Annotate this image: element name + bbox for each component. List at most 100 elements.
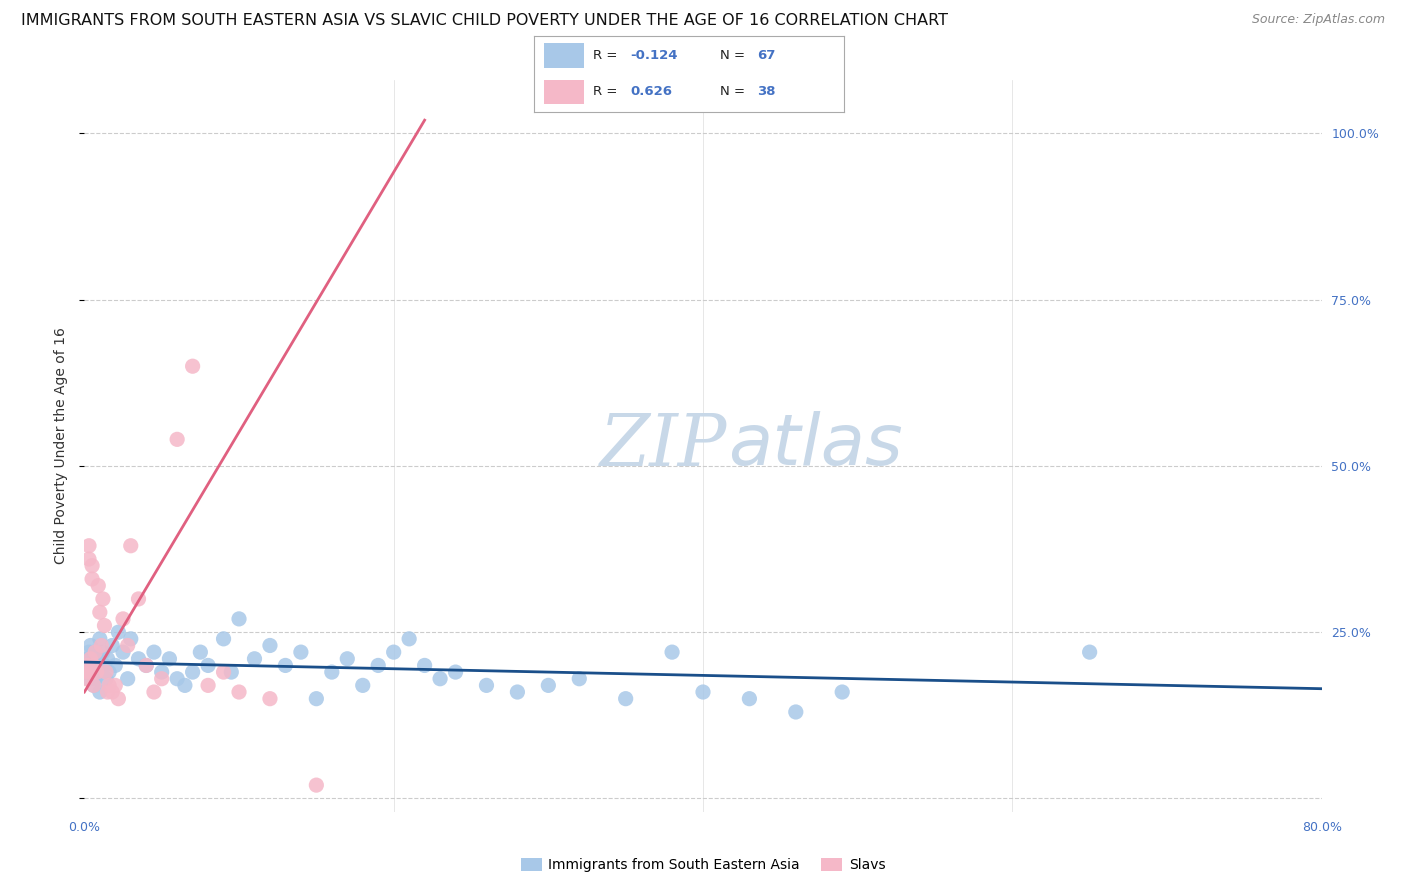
Point xyxy=(305,778,328,792)
Point xyxy=(212,665,235,679)
Point xyxy=(117,672,139,686)
Point xyxy=(259,691,281,706)
Point xyxy=(506,685,529,699)
Point xyxy=(93,658,115,673)
Point xyxy=(76,652,98,666)
Point xyxy=(112,612,135,626)
Point xyxy=(84,672,107,686)
Point xyxy=(738,691,761,706)
Text: Source: ZipAtlas.com: Source: ZipAtlas.com xyxy=(1251,13,1385,27)
Point xyxy=(831,685,853,699)
Point xyxy=(568,672,591,686)
Point xyxy=(290,645,312,659)
Point xyxy=(77,552,100,566)
Point xyxy=(90,639,112,653)
Point xyxy=(83,678,105,692)
Point xyxy=(321,665,343,679)
Point xyxy=(120,539,142,553)
Point xyxy=(143,685,166,699)
Point xyxy=(228,612,250,626)
Point xyxy=(221,665,243,679)
Point xyxy=(82,665,104,679)
Point xyxy=(197,658,219,673)
Point xyxy=(91,591,114,606)
Point xyxy=(90,665,112,679)
Point xyxy=(104,658,127,673)
Point xyxy=(79,665,101,679)
Point xyxy=(181,359,204,374)
Point xyxy=(135,658,157,673)
Point xyxy=(76,658,98,673)
Point xyxy=(475,678,498,692)
Point xyxy=(382,645,405,659)
Point xyxy=(429,672,451,686)
Point xyxy=(413,658,436,673)
Point xyxy=(661,645,683,659)
Point xyxy=(91,645,114,659)
Point xyxy=(89,632,111,646)
Point xyxy=(159,652,181,666)
Point xyxy=(188,645,212,659)
Point xyxy=(166,672,188,686)
Text: IMMIGRANTS FROM SOUTH EASTERN ASIA VS SLAVIC CHILD POVERTY UNDER THE AGE OF 16 C: IMMIGRANTS FROM SOUTH EASTERN ASIA VS SL… xyxy=(21,13,948,29)
Point xyxy=(692,685,714,699)
Point xyxy=(274,658,297,673)
Point xyxy=(166,433,188,447)
Point xyxy=(785,705,807,719)
Point xyxy=(259,639,281,653)
Point xyxy=(135,658,157,673)
Point xyxy=(77,645,100,659)
Point xyxy=(150,665,173,679)
Point xyxy=(87,658,110,673)
Point xyxy=(87,579,110,593)
Point xyxy=(77,539,100,553)
Point xyxy=(89,685,111,699)
Text: 38: 38 xyxy=(756,86,776,98)
Point xyxy=(1078,645,1101,659)
Point xyxy=(94,665,117,679)
Point xyxy=(143,645,166,659)
Point xyxy=(97,652,120,666)
Point xyxy=(181,665,204,679)
Point xyxy=(104,678,127,692)
Point xyxy=(89,605,111,619)
Point xyxy=(120,632,142,646)
Text: 0.626: 0.626 xyxy=(630,86,672,98)
Point xyxy=(84,645,107,659)
Point xyxy=(107,691,129,706)
Point xyxy=(537,678,560,692)
Point xyxy=(83,658,105,673)
Point xyxy=(398,632,420,646)
Point xyxy=(112,645,135,659)
Y-axis label: Child Poverty Under the Age of 16: Child Poverty Under the Age of 16 xyxy=(53,327,67,565)
Point xyxy=(305,691,328,706)
Text: 67: 67 xyxy=(756,49,775,62)
Point xyxy=(444,665,467,679)
Text: atlas: atlas xyxy=(728,411,903,481)
Point xyxy=(197,678,219,692)
Point xyxy=(82,572,104,586)
Point xyxy=(86,652,108,666)
Point xyxy=(75,672,97,686)
Legend: Immigrants from South Eastern Asia, Slavs: Immigrants from South Eastern Asia, Slav… xyxy=(515,853,891,878)
Point xyxy=(107,625,129,640)
Text: N =: N = xyxy=(720,86,749,98)
Point xyxy=(101,685,124,699)
FancyBboxPatch shape xyxy=(544,44,583,68)
Text: -0.124: -0.124 xyxy=(630,49,678,62)
Point xyxy=(243,652,266,666)
Point xyxy=(79,639,101,653)
Text: R =: R = xyxy=(593,86,621,98)
Point xyxy=(83,678,105,692)
Text: ZIP: ZIP xyxy=(600,410,728,482)
Point xyxy=(79,658,101,673)
Point xyxy=(614,691,637,706)
Point xyxy=(86,665,108,679)
Text: N =: N = xyxy=(720,49,749,62)
Point xyxy=(352,678,374,692)
Point xyxy=(367,658,389,673)
Point xyxy=(336,652,359,666)
Point xyxy=(94,672,117,686)
Point xyxy=(79,652,101,666)
Point xyxy=(117,639,139,653)
